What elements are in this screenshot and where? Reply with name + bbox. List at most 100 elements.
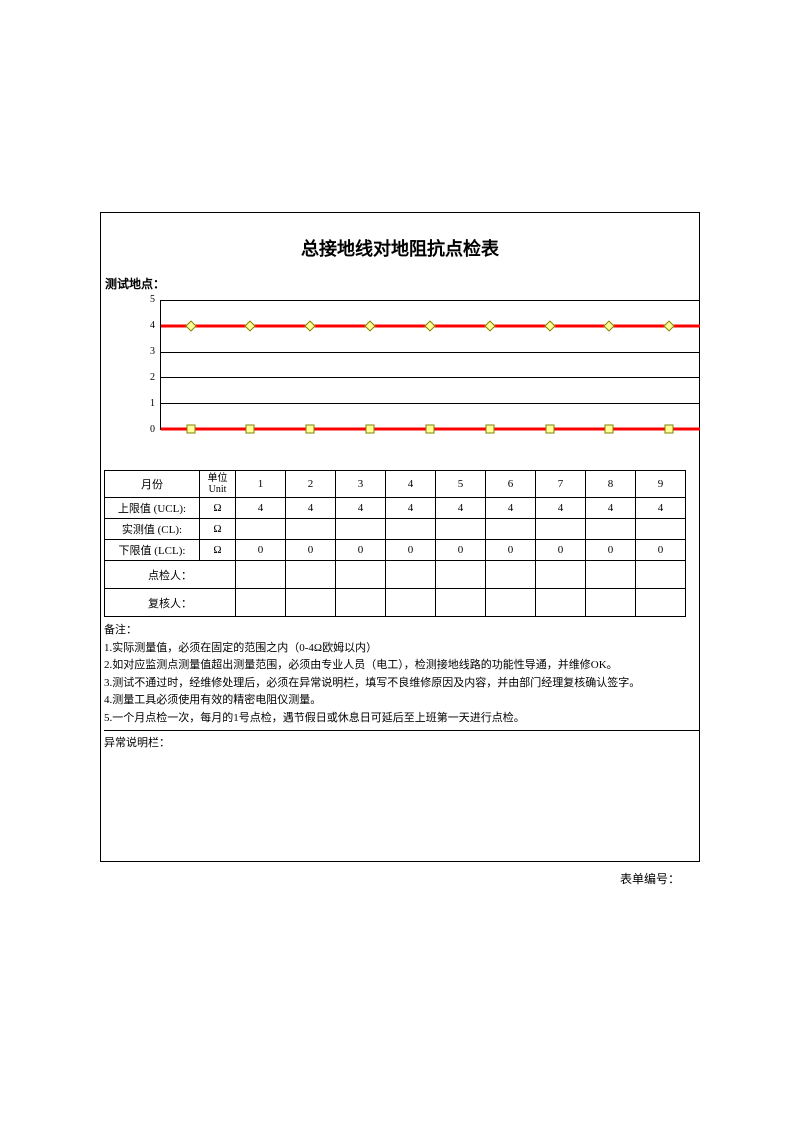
ucl-marker: [484, 320, 495, 331]
cell: [486, 589, 536, 617]
lcl-marker: [605, 425, 614, 434]
cell: [236, 519, 286, 540]
ucl-marker: [664, 320, 675, 331]
inspector-row: 点检人：: [105, 561, 686, 589]
y-tick: 3: [135, 347, 155, 357]
cell: [386, 561, 436, 589]
cell: [536, 519, 586, 540]
gridline: [161, 403, 700, 404]
month-col: 9: [636, 471, 686, 498]
ucl-marker: [245, 320, 256, 331]
ucl-marker: [305, 320, 316, 331]
y-tick: 4: [135, 321, 155, 331]
cell: [586, 519, 636, 540]
month-col: 4: [386, 471, 436, 498]
note-item: 4.测量工具必须使用有效的精密电阻仪测量。: [104, 692, 699, 710]
ucl-marker: [424, 320, 435, 331]
lcl-marker: [485, 425, 494, 434]
exception-box: 异常说明栏：: [104, 730, 699, 845]
cell: [286, 561, 336, 589]
note-item: 3.测试不通过时，经维修处理后，必须在异常说明栏，填写不良维修原因及内容，并由部…: [104, 675, 699, 693]
cell: 4: [636, 498, 686, 519]
cell: [236, 589, 286, 617]
cell: 4: [486, 498, 536, 519]
gridline: [161, 300, 700, 301]
table-header-row: 月份 单位Unit 1 2 3 4 5 6 7 8 9: [105, 471, 686, 498]
ucl-marker: [185, 320, 196, 331]
inspector-label: 点检人：: [105, 561, 236, 589]
cell: 4: [436, 498, 486, 519]
month-col: 5: [436, 471, 486, 498]
y-tick: 2: [135, 373, 155, 383]
exception-label: 异常说明栏：: [104, 737, 170, 749]
month-col: 1: [236, 471, 286, 498]
lcl-marker: [425, 425, 434, 434]
reviewer-row: 复核人：: [105, 589, 686, 617]
cell: [486, 561, 536, 589]
month-header: 月份: [105, 471, 200, 498]
cell: 0: [236, 540, 286, 561]
cell: [586, 589, 636, 617]
cell: 0: [586, 540, 636, 561]
cell: [636, 519, 686, 540]
cell: [486, 519, 536, 540]
row-label: 上限值 (UCL):: [105, 498, 200, 519]
cell: 0: [386, 540, 436, 561]
lcl-marker: [366, 425, 375, 434]
ucl-marker: [544, 320, 555, 331]
cell: [536, 589, 586, 617]
cell: 4: [336, 498, 386, 519]
data-table: 月份 单位Unit 1 2 3 4 5 6 7 8 9 上限值 (UCL): Ω…: [104, 470, 686, 617]
cell: [436, 519, 486, 540]
cell: [636, 589, 686, 617]
reviewer-label: 复核人：: [105, 589, 236, 617]
notes-header: 备注：: [104, 622, 699, 640]
cell: [636, 561, 686, 589]
chart-plot-area: [160, 300, 700, 430]
gridline: [161, 377, 700, 378]
cell: 0: [486, 540, 536, 561]
row-unit: Ω: [200, 540, 236, 561]
cell: [386, 589, 436, 617]
month-col: 7: [536, 471, 586, 498]
table-row-ucl: 上限值 (UCL): Ω 4 4 4 4 4 4 4 4 4: [105, 498, 686, 519]
cell: 0: [436, 540, 486, 561]
row-label: 实测值 (CL):: [105, 519, 200, 540]
cell: 0: [336, 540, 386, 561]
table-row-lcl: 下限值 (LCL): Ω 0 0 0 0 0 0 0 0 0: [105, 540, 686, 561]
cell: [336, 519, 386, 540]
notes-section: 备注： 1.实际测量值，必须在固定的范围之内（0-4Ω欧姆以内） 2.如对应监测…: [104, 622, 699, 728]
impedance-chart: 5 4 3 2 1 0: [130, 295, 700, 450]
y-tick: 5: [135, 295, 155, 305]
cell: 4: [586, 498, 636, 519]
cell: [286, 519, 336, 540]
unit-header: 单位Unit: [200, 471, 236, 498]
table-row-cl: 实测值 (CL): Ω: [105, 519, 686, 540]
cell: 0: [536, 540, 586, 561]
lcl-marker: [186, 425, 195, 434]
month-col: 8: [586, 471, 636, 498]
cell: [586, 561, 636, 589]
month-col: 6: [486, 471, 536, 498]
document-title: 总接地线对地阻抗点检表: [100, 235, 700, 261]
ucl-marker: [364, 320, 375, 331]
location-label: 测试地点：: [105, 275, 165, 292]
cell: [436, 589, 486, 617]
note-item: 1.实际测量值，必须在固定的范围之内（0-4Ω欧姆以内）: [104, 640, 699, 658]
gridline: [161, 352, 700, 353]
y-tick: 1: [135, 399, 155, 409]
month-col: 2: [286, 471, 336, 498]
note-item: 2.如对应监测点测量值超出测量范围，必须由专业人员（电工），检测接地线路的功能性…: [104, 657, 699, 675]
cell: [336, 589, 386, 617]
cell: 0: [286, 540, 336, 561]
cell: [386, 519, 436, 540]
cell: [336, 561, 386, 589]
cell: 4: [386, 498, 436, 519]
y-tick: 0: [135, 425, 155, 435]
cell: [286, 589, 336, 617]
month-col: 3: [336, 471, 386, 498]
cell: [236, 561, 286, 589]
note-item: 5.一个月点检一次，每月的1号点检，遇节假日或休息日可延后至上班第一天进行点检。: [104, 710, 699, 728]
lcl-marker: [246, 425, 255, 434]
cell: 4: [536, 498, 586, 519]
